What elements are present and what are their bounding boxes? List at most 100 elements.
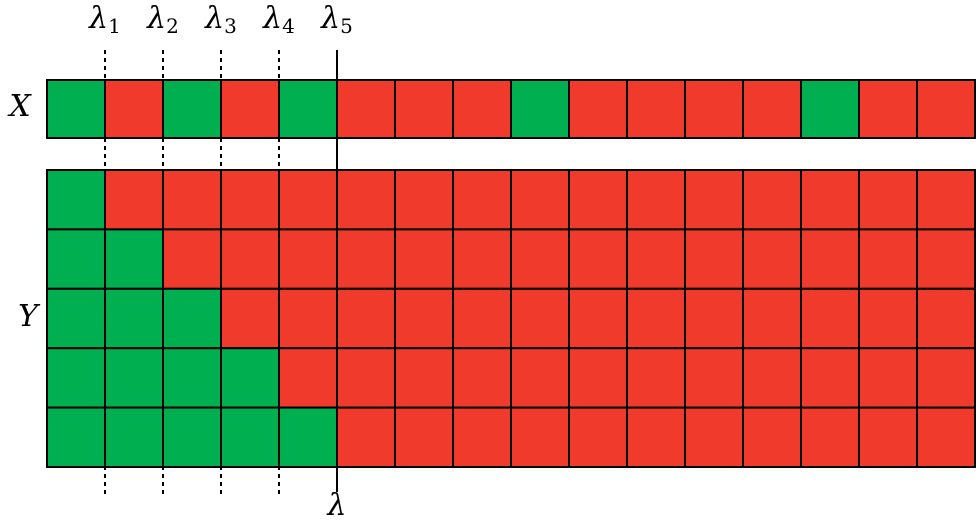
- threshold-label: λ: [326, 488, 346, 522]
- y-cell: [510, 287, 570, 350]
- y-cell: [220, 347, 280, 409]
- marker-symbol: λ: [146, 1, 166, 36]
- y-cell: [626, 347, 686, 409]
- y-cell: [452, 228, 512, 290]
- y-cell: [336, 169, 396, 231]
- x-cell: [684, 79, 744, 139]
- y-cell: [916, 406, 976, 469]
- y-cell: [858, 287, 918, 350]
- y-cell: [46, 228, 106, 290]
- y-cell: [568, 406, 628, 469]
- y-cell: [452, 406, 512, 469]
- y-cell: [916, 347, 976, 409]
- x-cell: [858, 79, 918, 139]
- y-cell: [800, 406, 860, 469]
- y-cell: [104, 287, 164, 350]
- y-cell: [394, 347, 454, 409]
- y-cell: [568, 347, 628, 409]
- y-cell: [742, 228, 802, 290]
- y-cell: [336, 287, 396, 350]
- marker-symbol: λ: [88, 1, 108, 36]
- y-cell: [626, 287, 686, 350]
- x-cell: [220, 79, 280, 139]
- y-cell: [278, 347, 338, 409]
- marker-label: λ2: [146, 1, 179, 38]
- y-cell: [510, 169, 570, 231]
- y-cell: [568, 169, 628, 231]
- y-cell: [278, 169, 338, 231]
- y-cell: [394, 228, 454, 290]
- x-cell: [800, 79, 860, 139]
- y-cell: [800, 228, 860, 290]
- x-cell: [46, 79, 106, 139]
- y-grid-label: Y: [18, 299, 41, 334]
- y-cell: [742, 406, 802, 469]
- x-cell: [742, 79, 802, 139]
- y-cell: [568, 287, 628, 350]
- y-cell: [742, 287, 802, 350]
- y-cell: [684, 406, 744, 469]
- y-cell: [742, 347, 802, 409]
- y-cell: [46, 406, 106, 469]
- marker-index: 2: [166, 14, 179, 38]
- y-cell: [394, 169, 454, 231]
- y-cell: [452, 169, 512, 231]
- marker-symbol: λ: [320, 1, 340, 36]
- marker-label: λ5: [320, 1, 353, 38]
- y-cell: [220, 169, 280, 231]
- marker-label: λ3: [204, 1, 237, 38]
- y-cell: [162, 347, 222, 409]
- y-cell: [684, 347, 744, 409]
- x-cell: [916, 79, 976, 139]
- y-cell: [104, 406, 164, 469]
- y-cell: [510, 347, 570, 409]
- y-cell: [336, 347, 396, 409]
- y-cell: [336, 228, 396, 290]
- y-cell: [220, 287, 280, 350]
- y-cell: [626, 406, 686, 469]
- y-cell: [626, 228, 686, 290]
- y-cell: [858, 347, 918, 409]
- y-cell: [162, 287, 222, 350]
- y-cell: [336, 406, 396, 469]
- y-cell: [800, 287, 860, 350]
- x-row-label: X: [7, 89, 32, 124]
- y-cell: [858, 406, 918, 469]
- y-cell: [510, 228, 570, 290]
- marker-label: λ1: [88, 1, 121, 38]
- y-cell: [858, 169, 918, 231]
- y-cell: [162, 169, 222, 231]
- x-cell: [568, 79, 628, 139]
- y-cell: [46, 169, 106, 231]
- x-cell: [394, 79, 454, 139]
- marker-index: 3: [224, 14, 237, 38]
- y-cell: [452, 347, 512, 409]
- y-cell: [684, 169, 744, 231]
- y-cell: [104, 347, 164, 409]
- x-cell: [336, 79, 396, 139]
- y-cell: [278, 228, 338, 290]
- y-cell: [394, 287, 454, 350]
- y-cell: [916, 228, 976, 290]
- x-cell: [452, 79, 512, 139]
- x-cell: [104, 79, 164, 139]
- y-cell: [162, 406, 222, 469]
- y-cell: [916, 287, 976, 350]
- x-cell: [510, 79, 570, 139]
- y-cell: [742, 169, 802, 231]
- y-cell: [162, 228, 222, 290]
- y-cell: [452, 287, 512, 350]
- y-cell: [278, 406, 338, 469]
- y-cell: [858, 228, 918, 290]
- x-cell: [278, 79, 338, 139]
- x-cell: [626, 79, 686, 139]
- marker-index: 1: [108, 14, 121, 38]
- y-cell: [278, 287, 338, 350]
- y-cell: [800, 169, 860, 231]
- marker-label: λ4: [262, 1, 295, 38]
- y-cell: [46, 287, 106, 350]
- y-cell: [684, 228, 744, 290]
- y-cell: [568, 228, 628, 290]
- y-cell: [684, 287, 744, 350]
